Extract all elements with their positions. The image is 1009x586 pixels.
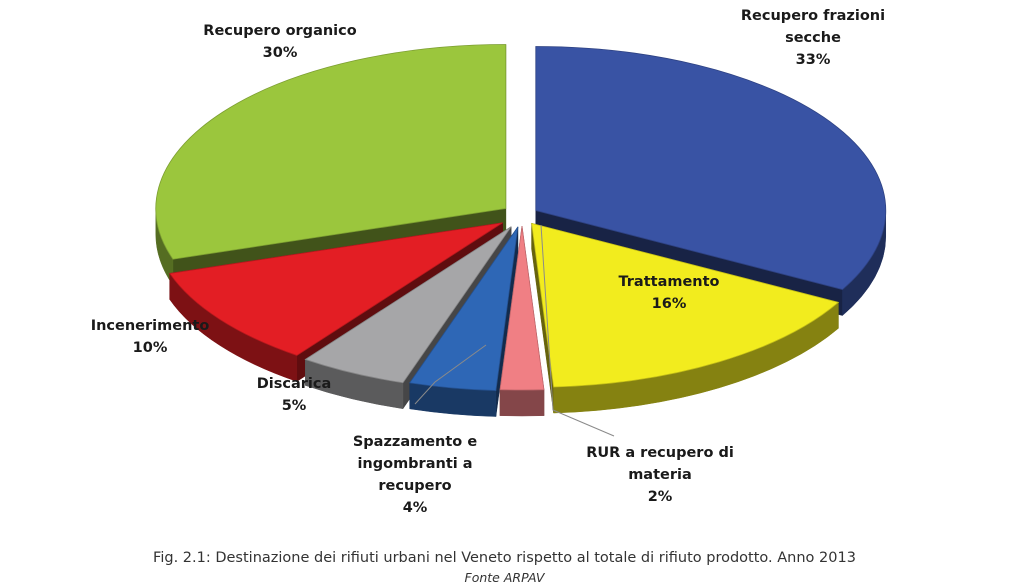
slice-value-label: 10% xyxy=(133,340,168,356)
slice-label: secche xyxy=(785,30,841,46)
slice-label: Discarica xyxy=(257,376,332,392)
leader-line xyxy=(540,224,615,437)
pie-slice xyxy=(169,222,503,356)
figure-source: Fonte ARPAV xyxy=(464,570,545,585)
slice-tops xyxy=(155,44,887,391)
pie-slice xyxy=(535,46,887,290)
slice-label: Spazzamento e xyxy=(353,434,477,450)
slice-label: materia xyxy=(628,467,692,483)
slice-label: Trattamento xyxy=(618,274,719,290)
leader-line xyxy=(414,344,487,405)
slice-value-label: 30% xyxy=(263,45,298,61)
slice-label: Recupero frazioni xyxy=(741,8,885,24)
pie-slice xyxy=(409,226,519,391)
pie-slice xyxy=(155,44,507,260)
slice-label: Recupero organico xyxy=(203,23,356,39)
slice-outer-wall xyxy=(499,389,545,417)
slice-value-label: 5% xyxy=(282,398,307,414)
slice-label: ingombranti a xyxy=(357,456,472,472)
figure-caption: Fig. 2.1: Destinazione dei rifiuti urban… xyxy=(153,550,856,566)
pie-chart: Recupero frazioni secche 33% Trattamento 16%… xyxy=(91,8,887,516)
slice-label: recupero xyxy=(378,478,451,494)
slice-value-label: 33% xyxy=(796,52,831,68)
slice-value-label: 16% xyxy=(652,296,687,312)
pie-slice xyxy=(304,226,512,384)
pie-slice xyxy=(499,225,545,391)
slice-labels: Recupero frazioni secche 33% Trattamento 16%… xyxy=(91,8,885,516)
pie-slice xyxy=(531,222,840,388)
slice-label: RUR a recupero di xyxy=(586,445,734,461)
slice-value-label: 2% xyxy=(648,489,673,505)
slice-value-label: 4% xyxy=(403,500,428,516)
slice-label: Incenerimento xyxy=(91,318,210,334)
